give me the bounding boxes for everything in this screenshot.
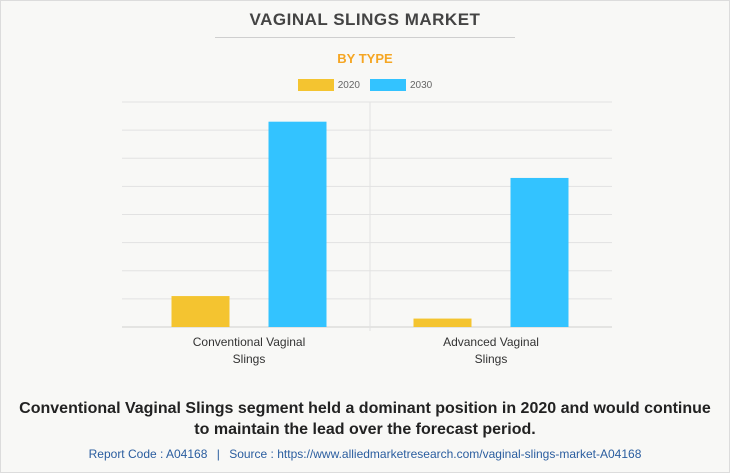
- legend-swatch-2020: [297, 79, 334, 91]
- bar-2020-advanced: [413, 318, 472, 327]
- legend-label-2030: 2030: [410, 79, 433, 91]
- x-tick-label: Advanced Vaginal: [443, 335, 539, 349]
- bar-2030-conventional: [268, 121, 327, 327]
- source-link[interactable]: Source : https://www.alliedmarketresearc…: [229, 447, 642, 461]
- bar-chart: Conventional Vaginal Slings Advanced Vagin…: [122, 101, 612, 366]
- bar-2030-advanced: [510, 177, 569, 327]
- x-tick-label: Slings: [233, 352, 266, 366]
- bar-2020-conventional: [171, 296, 230, 327]
- report-code: Report Code : A04168: [88, 447, 208, 461]
- legend-swatch-2030: [370, 79, 406, 91]
- chart-subtitle: BY TYPE: [337, 51, 393, 66]
- x-tick-label: Conventional Vaginal: [193, 335, 306, 349]
- chart-title: VAGINAL SLINGS MARKET: [249, 10, 481, 29]
- title-divider: [215, 37, 515, 38]
- legend-item-2030: 2030: [370, 79, 432, 91]
- x-tick-label: Slings: [475, 352, 508, 366]
- chart-caption: Conventional Vaginal Slings segment held…: [19, 400, 711, 438]
- legend-item-2020: 2020: [297, 79, 360, 91]
- footer: Report Code : A04168 | Source : https://…: [0, 447, 730, 461]
- footer-separator: |: [216, 447, 220, 461]
- legend-label-2020: 2020: [337, 79, 360, 91]
- legend: 2020 2030: [0, 79, 730, 91]
